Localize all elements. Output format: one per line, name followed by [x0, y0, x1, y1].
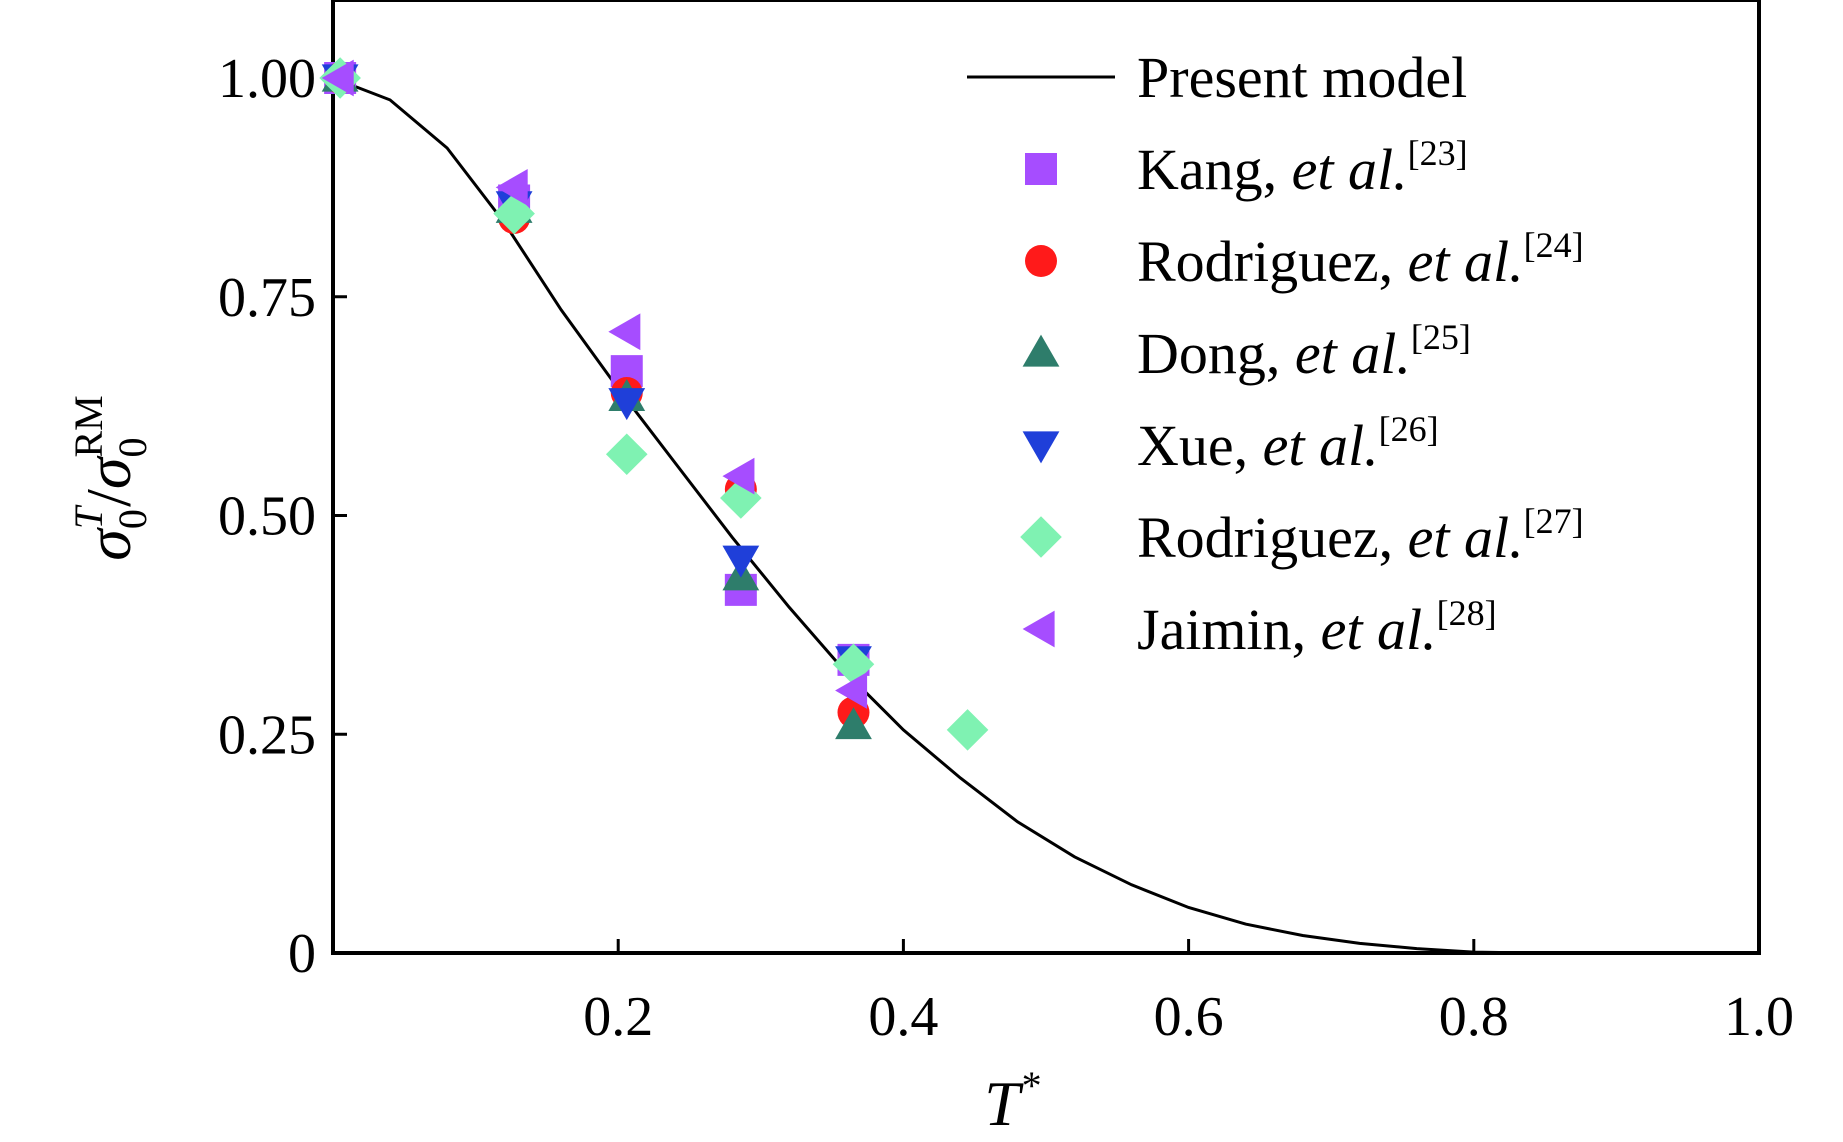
legend-marker — [1020, 516, 1062, 558]
legend-etal: et al. — [1295, 321, 1411, 386]
series-3 — [321, 64, 872, 679]
series-0 — [324, 62, 870, 676]
data-markers — [319, 57, 989, 751]
legend-marker — [1025, 245, 1057, 277]
legend-ref: [24] — [1524, 225, 1584, 265]
data-point — [605, 433, 648, 476]
series-2 — [321, 59, 872, 740]
legend-etal: et al. — [1408, 505, 1524, 570]
legend-etal: et al. — [1321, 597, 1437, 662]
legend-marker — [1022, 431, 1060, 464]
legend-label: Rodriguez, et al.[24] — [1137, 225, 1584, 294]
legend-label: Rodriguez, et al.[27] — [1137, 501, 1584, 570]
legend-etal: et al. — [1408, 229, 1524, 294]
x-tick-label: 0.4 — [868, 986, 938, 1048]
data-point — [835, 672, 868, 709]
data-point — [608, 388, 646, 421]
series-5 — [321, 59, 868, 709]
y-tick-label: 1.00 — [218, 48, 316, 110]
legend-marker — [1022, 334, 1060, 367]
y-axis-label: σ0T/σ0RM — [66, 395, 155, 560]
series-4 — [319, 57, 989, 751]
series-1 — [324, 62, 870, 729]
legend-etal: et al. — [1263, 413, 1379, 478]
legend-ref: [28] — [1437, 593, 1497, 633]
y-tick-label: 0.50 — [218, 486, 316, 548]
ticks: 0.2 0.4 0.6 0.8 1.000.250.500.751.00 — [218, 48, 1794, 1048]
legend-marker — [1025, 153, 1057, 185]
legend-ref: [25] — [1411, 317, 1471, 357]
legend-label-present-model: Present model — [1137, 45, 1467, 110]
y-tick-label: 0.75 — [218, 267, 316, 329]
data-point — [832, 643, 875, 686]
plot-frame — [331, 0, 1761, 955]
legend-author: Xue, — [1137, 413, 1263, 478]
x-axis-label: T* — [984, 1063, 1040, 1139]
data-point — [495, 168, 528, 206]
data-point — [321, 59, 354, 97]
legend-ref: [23] — [1408, 133, 1468, 173]
legend-author: Dong, — [1137, 321, 1295, 386]
x-tick-label: 0.8 — [1439, 986, 1509, 1048]
legend-etal: et al. — [1292, 137, 1408, 202]
legend-ref: [26] — [1379, 409, 1439, 449]
present-model-line — [332, 76, 1531, 955]
legend-ref: [27] — [1524, 501, 1584, 541]
legend-author: Jaimin, — [1137, 597, 1321, 662]
x-tick-label: 0.2 — [583, 986, 653, 1048]
legend-label: Dong, et al.[25] — [1137, 317, 1471, 386]
x-tick-label: 1.0 — [1724, 986, 1794, 1048]
y-tick-label: 0 — [288, 923, 316, 985]
legend-label: Kang, et al.[23] — [1137, 133, 1468, 202]
y-tick-label: 0.25 — [218, 704, 316, 766]
data-point — [722, 457, 755, 495]
x-tick-label: 0.6 — [1154, 986, 1224, 1048]
legend-author: Rodriguez, — [1137, 229, 1408, 294]
legend-author: Rodriguez, — [1137, 505, 1408, 570]
data-point — [946, 709, 989, 751]
legend-label: Xue, et al.[26] — [1137, 409, 1439, 478]
data-point — [608, 313, 641, 351]
data-point — [835, 707, 872, 740]
legend-author: Kang, — [1137, 137, 1292, 202]
legend-marker — [1022, 610, 1055, 648]
data-point — [722, 545, 760, 578]
legend-label: Jaimin, et al.[28] — [1137, 593, 1497, 662]
